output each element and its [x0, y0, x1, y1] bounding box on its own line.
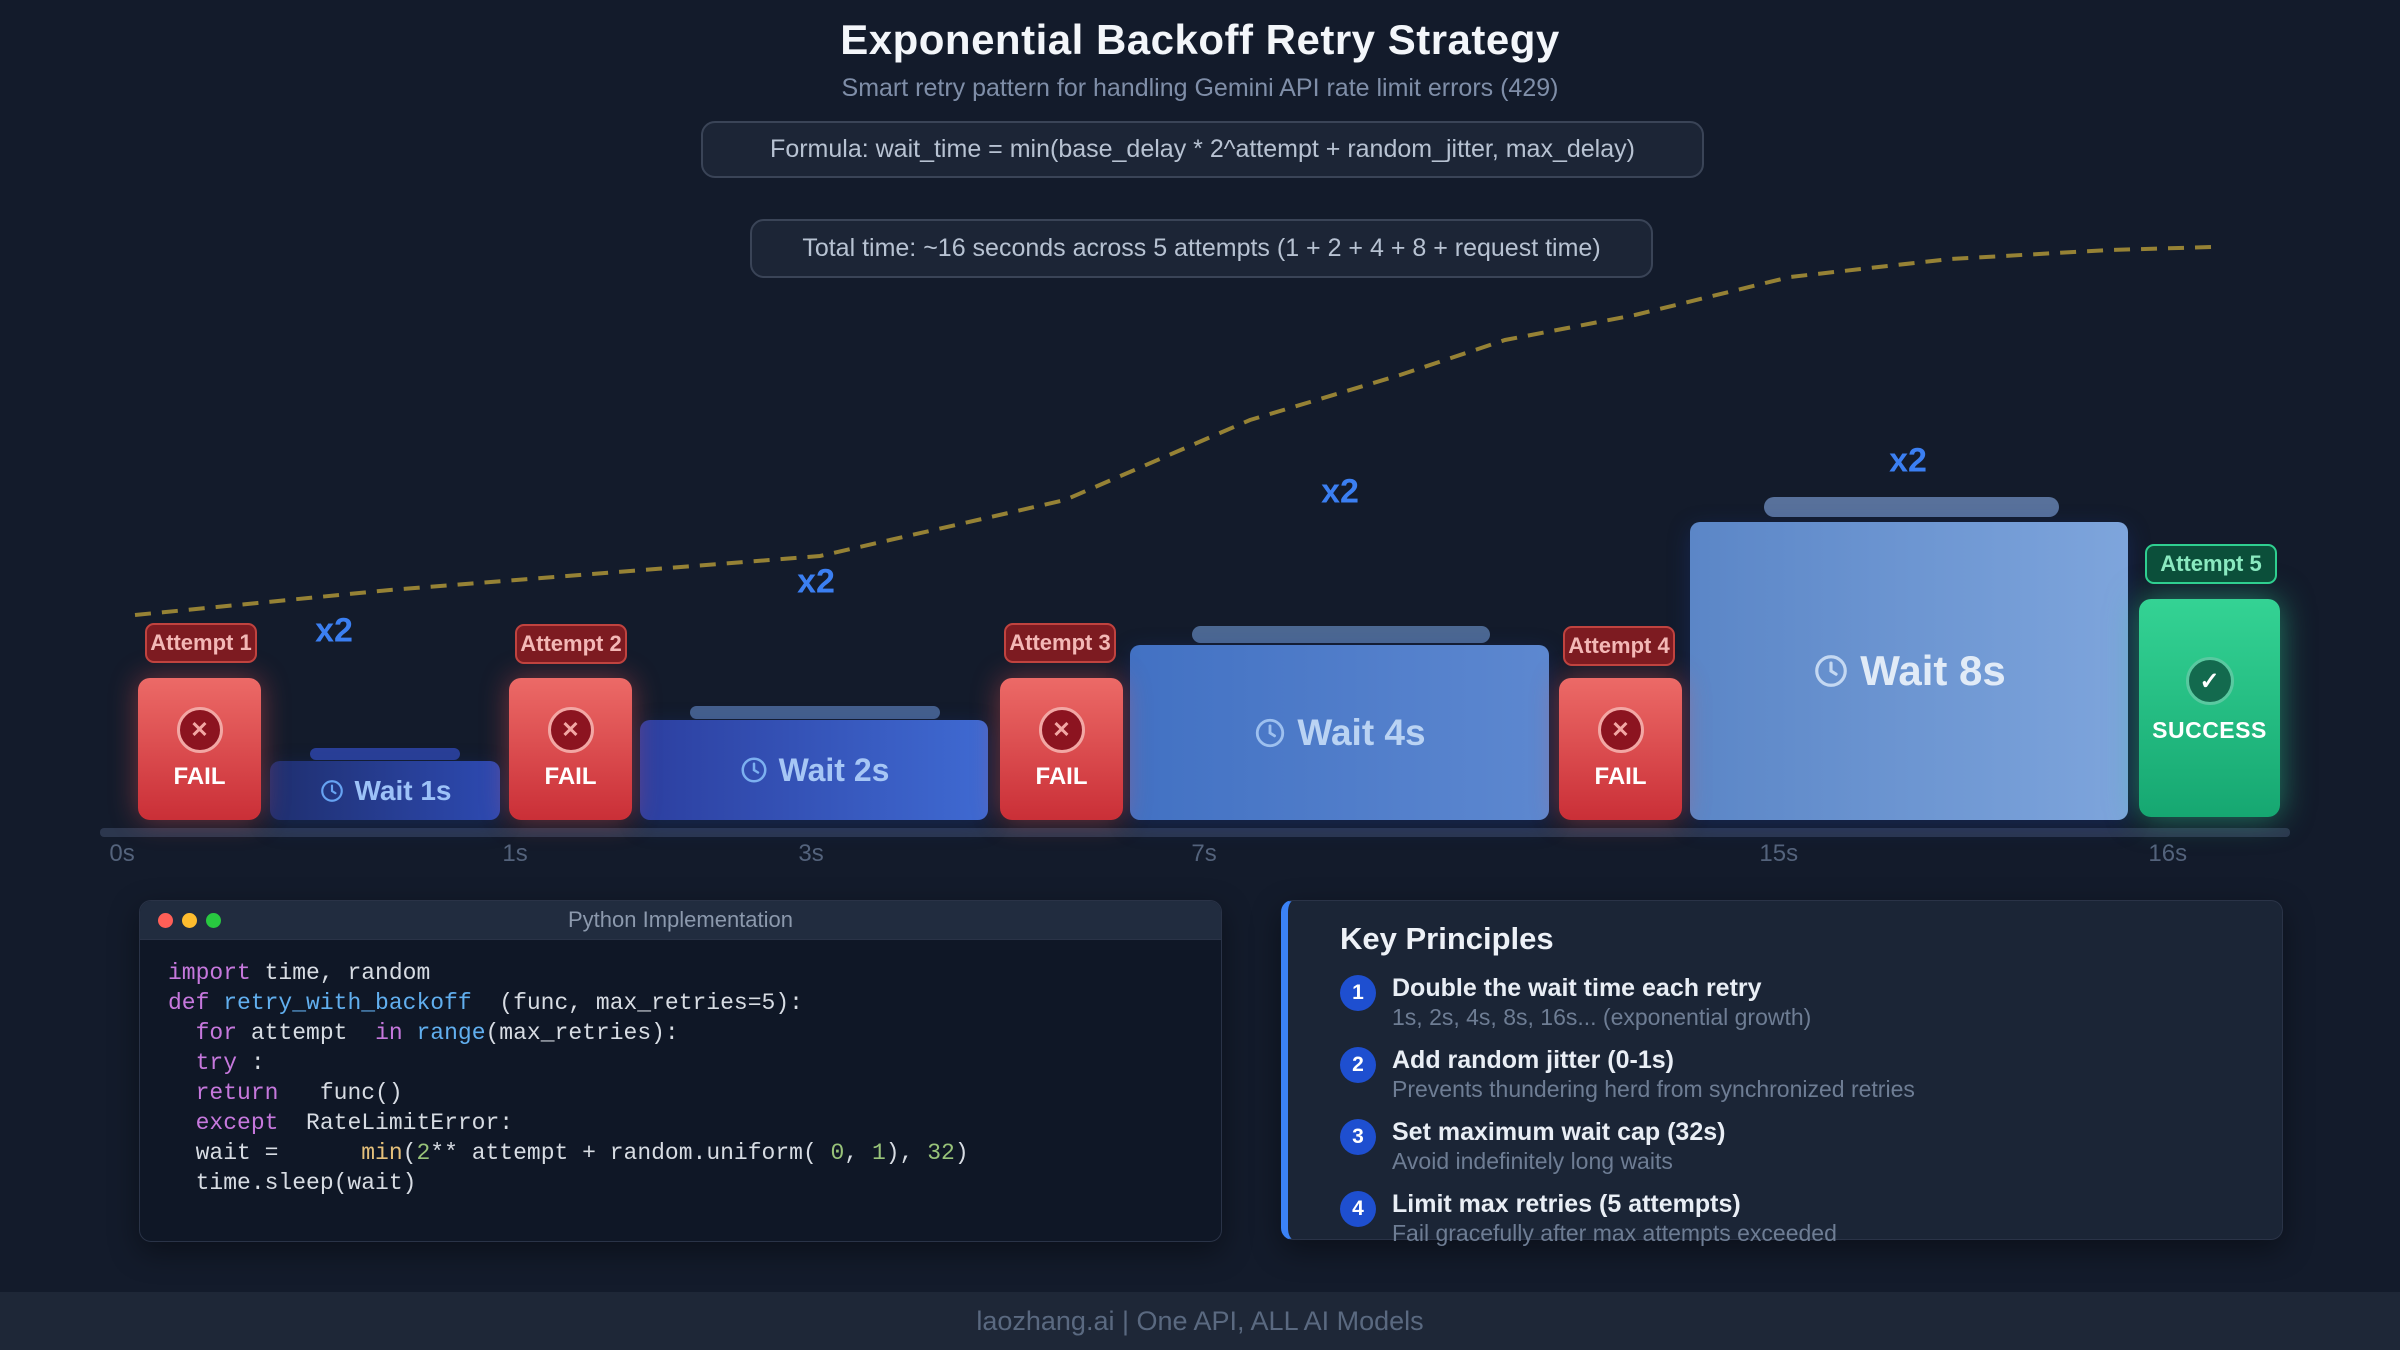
timeline-baseline: [100, 828, 2290, 837]
principle-subtitle: Prevents thundering herd from synchroniz…: [1392, 1076, 1915, 1102]
fail-label: FAIL: [1594, 763, 1647, 790]
fail-label: FAIL: [1035, 763, 1088, 790]
fail-block-1: ✕ FAIL: [138, 678, 261, 820]
multiplier-label-4: x2: [1889, 441, 1927, 480]
principles-title: Key Principles: [1340, 921, 1554, 956]
principle-number-badge: 3: [1340, 1119, 1376, 1155]
code-line: def retry_with_backoff (func, max_retrie…: [168, 990, 803, 1016]
wait-block-2s: Wait 2s: [640, 720, 988, 820]
clock-icon: [1812, 652, 1850, 690]
total-time-pill: Total time: ~16 seconds across 5 attempt…: [750, 219, 1653, 278]
principle-number-badge: 1: [1340, 975, 1376, 1011]
multiplier-label-1: x2: [315, 611, 353, 650]
wait-block-8s: Wait 8s: [1690, 522, 2128, 820]
footer-bar: laozhang.ai | One API, ALL AI Models: [0, 1292, 2400, 1350]
axis-tick: 3s: [798, 840, 824, 867]
wait-label: Wait 8s: [1860, 647, 2006, 694]
fail-block-4: ✕ FAIL: [1559, 678, 1682, 820]
attempt-1-badge: Attempt 1: [145, 623, 257, 663]
fail-cross-icon: ✕: [176, 707, 223, 753]
page-title: Exponential Backoff Retry Strategy: [840, 16, 1560, 63]
jitter-bar-3: [1192, 626, 1490, 643]
principle-item: 3 Set maximum wait cap (32s) Avoid indefin…: [1340, 1117, 2252, 1175]
page-subtitle: Smart retry pattern for handling Gemini …: [841, 74, 1559, 102]
code-line: try :: [195, 1050, 265, 1076]
principle-title: Add random jitter (0-1s): [1392, 1046, 1674, 1074]
code-line: for attempt in range(max_retries):: [195, 1020, 679, 1046]
footer-text: laozhang.ai | One API, ALL AI Models: [976, 1305, 1424, 1336]
attempt-5-badge: Attempt 5: [2145, 544, 2277, 584]
code-line: import time, random: [168, 960, 431, 986]
attempt-4-badge: Attempt 4: [1563, 626, 1675, 666]
principle-title: Double the wait time each retry: [1392, 974, 1762, 1002]
wait-block-4s: Wait 4s: [1130, 645, 1549, 820]
close-window-icon: [158, 913, 173, 928]
principle-item: 1 Double the wait time each retry 1s, 2s, …: [1340, 973, 2252, 1031]
code-line: return func(): [195, 1080, 403, 1106]
principle-number-badge: 4: [1340, 1191, 1376, 1227]
formula-pill: Formula: wait_time = min(base_delay * 2^…: [701, 121, 1704, 178]
principle-title: Limit max retries (5 attempts): [1392, 1190, 1741, 1218]
wait-block-1s: Wait 1s: [270, 761, 500, 820]
success-check-icon: ✓: [2185, 657, 2234, 705]
wait-label: Wait 2s: [778, 751, 890, 788]
principle-number-badge: 2: [1340, 1047, 1376, 1083]
fail-label: FAIL: [173, 763, 226, 790]
code-panel: Python Implementation import time, rando…: [139, 900, 1222, 1242]
principle-title: Set maximum wait cap (32s): [1392, 1118, 1726, 1146]
wait-label: Wait 1s: [354, 774, 452, 806]
clock-icon: [319, 778, 345, 804]
principle-subtitle: Fail gracefully after max attempts excee…: [1392, 1220, 1837, 1246]
axis-tick: 16s: [2148, 840, 2188, 867]
principle-item: 2 Add random jitter (0-1s) Prevents thunde…: [1340, 1045, 2252, 1103]
axis-tick: 7s: [1191, 840, 1217, 867]
code-line: wait = min(2** attempt + random.uniform(…: [168, 1140, 969, 1166]
axis-tick: 15s: [1759, 840, 1799, 867]
attempt-2-badge: Attempt 2: [515, 624, 627, 664]
fail-label: FAIL: [544, 763, 597, 790]
maximize-window-icon: [206, 913, 221, 928]
attempt-3-badge: Attempt 3: [1004, 623, 1116, 663]
principle-subtitle: Avoid indefinitely long waits: [1392, 1148, 1673, 1174]
jitter-bar-4: [1764, 497, 2059, 517]
success-label: SUCCESS: [2152, 717, 2267, 743]
fail-cross-icon: ✕: [547, 707, 594, 753]
time-axis: 0s 1s 3s 7s 15s 16s: [0, 840, 2400, 872]
fail-block-3: ✕ FAIL: [1000, 678, 1123, 820]
principle-subtitle: 1s, 2s, 4s, 8s, 16s... (exponential grow…: [1392, 1004, 1812, 1030]
multiplier-label-2: x2: [797, 562, 835, 601]
fail-cross-icon: ✕: [1597, 707, 1644, 753]
minimize-window-icon: [182, 913, 197, 928]
jitter-bar-1: [310, 748, 460, 760]
clock-icon: [1253, 716, 1287, 750]
wait-label: Wait 4s: [1297, 711, 1426, 753]
success-block: ✓ SUCCESS: [2139, 599, 2280, 817]
jitter-bar-2: [690, 706, 940, 719]
window-traffic-lights: [158, 913, 221, 928]
key-principles-panel: Key Principles 1 Double the wait time eac…: [1281, 900, 2283, 1246]
code-line: time.sleep(wait): [168, 1170, 417, 1196]
principles-list: 1 Double the wait time each retry 1s, 2s, …: [1340, 973, 2252, 1247]
code-line: except RateLimitError:: [195, 1110, 514, 1136]
axis-tick: 0s: [109, 840, 135, 867]
fail-cross-icon: ✕: [1038, 707, 1085, 753]
code-panel-title: Python Implementation: [567, 907, 794, 932]
fail-block-2: ✕ FAIL: [509, 678, 632, 820]
principle-item: 4 Limit max retries (5 attempts) Fail grac…: [1340, 1189, 2252, 1247]
clock-icon: [739, 755, 769, 785]
code-body: import time, random def retry_with_backof…: [140, 940, 1221, 1216]
multiplier-label-3: x2: [1321, 472, 1359, 511]
code-panel-header: Python Implementation: [140, 901, 1221, 940]
axis-tick: 1s: [502, 840, 528, 867]
